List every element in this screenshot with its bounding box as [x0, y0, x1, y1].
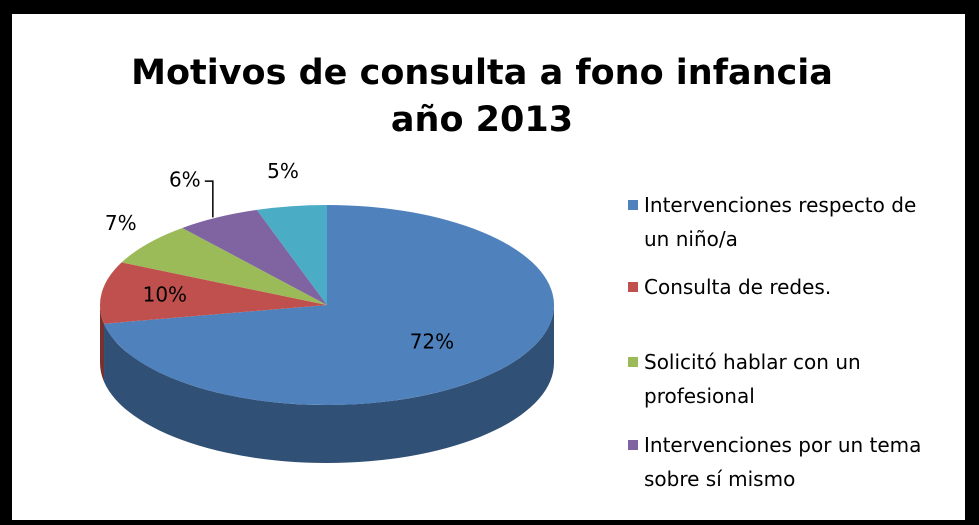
chart: Motivos de consulta a fono infancia año … — [12, 14, 965, 520]
pie-slice — [121, 227, 328, 305]
legend-item: Consulta de redes. — [628, 270, 938, 304]
pie-slice-side — [100, 305, 105, 382]
legend-swatch — [628, 357, 638, 367]
legend-item: Intervenciones respecto de un niño/a — [628, 188, 938, 256]
data-label: 6% — [169, 168, 201, 192]
legend-swatch — [628, 282, 638, 292]
pie-slice — [104, 204, 555, 405]
pie-plot: 72% 10% 7% 6% 5% — [100, 159, 555, 463]
data-label: 5% — [267, 159, 299, 183]
legend-label: Solicitó hablar con un profesional — [644, 350, 861, 408]
legend-swatch — [628, 200, 638, 210]
pie-slice-side — [104, 305, 554, 463]
legend-label: Consulta de redes. — [644, 275, 832, 299]
pie-slice — [182, 209, 327, 305]
data-label: 72% — [410, 330, 454, 354]
legend-swatch — [628, 440, 638, 450]
pie-slice — [256, 205, 327, 305]
leader-line — [204, 180, 214, 218]
chart-title: Motivos de consulta a fono infancia año … — [131, 53, 833, 140]
pie-slice — [100, 262, 327, 324]
legend-label: Intervenciones por un tema sobre sí mism… — [644, 433, 922, 491]
legend-item: Intervenciones por un tema sobre sí mism… — [628, 428, 938, 496]
data-label: 10% — [143, 282, 187, 306]
legend-item: Solicitó hablar con un profesional — [628, 345, 938, 413]
legend-label: Intervenciones respecto de un niño/a — [644, 193, 917, 251]
data-label: 7% — [105, 211, 137, 235]
